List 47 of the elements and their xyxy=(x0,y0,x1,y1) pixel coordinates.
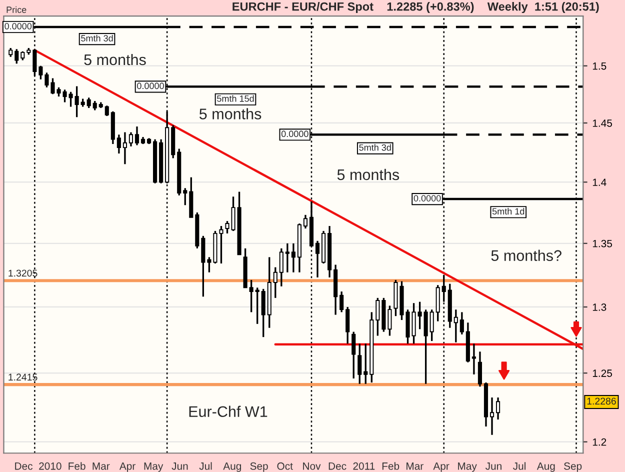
annotation: 0.0000 xyxy=(281,130,308,138)
x-tick-label: Feb xyxy=(68,462,86,470)
y-tick-label: 1.35 xyxy=(592,240,612,248)
x-tick-label: Apr xyxy=(119,462,136,472)
annotation: 5 months? xyxy=(491,250,562,261)
x-tick-label: May xyxy=(144,462,164,472)
annotation: 5mth 3d xyxy=(81,34,113,42)
x-tick-label: Dec xyxy=(15,462,33,470)
x-tick-label: Jul xyxy=(513,462,526,470)
x-tick-label: Jun xyxy=(485,462,502,470)
annotation: 5 months xyxy=(337,168,400,180)
x-tick-label: Sep xyxy=(564,462,582,472)
x-tick-label: Nov xyxy=(303,462,321,470)
x-tick-label: Mar xyxy=(92,462,110,470)
x-tick-label: 2011 xyxy=(353,462,375,470)
x-tick-label: May xyxy=(458,462,477,472)
x-tick-label: 2010 xyxy=(39,462,62,470)
y-tick-label: 1.3 xyxy=(592,303,606,311)
annotation: 5mth 15d xyxy=(217,95,254,102)
x-tick-label: Sep xyxy=(250,462,268,472)
annotation: 0.0000 xyxy=(4,23,32,30)
x-tick-label: Aug xyxy=(223,462,241,472)
x-tick-label: Aug xyxy=(536,462,555,472)
annotation: 5mth 3d xyxy=(359,144,391,151)
annotation: 5mth 1d xyxy=(492,208,524,215)
x-tick-label: Mar xyxy=(406,462,424,470)
text: 1.2286 xyxy=(587,398,616,405)
annotation: 5 months xyxy=(84,54,146,66)
y-tick-label: 1.5 xyxy=(592,62,606,70)
annotation: Eur-Chf W1 xyxy=(189,406,268,418)
ref-line-label: 1.2415 xyxy=(8,374,38,381)
x-tick-label: Oct xyxy=(277,462,293,470)
x-tick-label: Jul xyxy=(199,462,212,470)
annotation: 0.0000 xyxy=(137,82,164,90)
x-tick-label: Dec xyxy=(328,462,346,470)
ref-line-label: 1.3205 xyxy=(8,270,38,277)
annotation: 0.0000 xyxy=(414,195,441,202)
y-tick-label: 1.45 xyxy=(592,120,612,127)
y-tick-label: 1.2 xyxy=(592,438,606,446)
y-tick-label: 1.4 xyxy=(592,178,606,186)
chart-title: EURCHF - EUR/CHF Spot 1.2285 (+0.83%) Weekly 1:51 (20:51) xyxy=(232,2,599,14)
y-tick-label: 1.25 xyxy=(592,370,612,377)
annotation: 5 months xyxy=(199,108,262,120)
x-tick-label: Jun xyxy=(172,462,188,470)
x-tick-label: Feb xyxy=(382,462,400,470)
x-tick-label: Apr xyxy=(433,462,450,472)
y-axis-title: Price xyxy=(6,6,26,13)
